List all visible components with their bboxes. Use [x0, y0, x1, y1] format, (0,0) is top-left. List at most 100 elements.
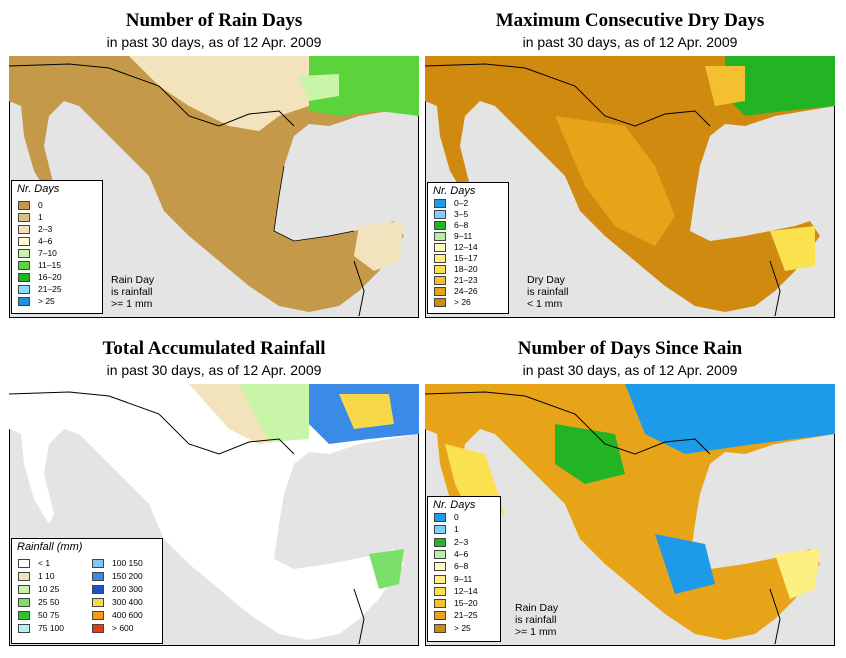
- legend-label: 18–20: [454, 264, 478, 274]
- legend-label: 9–11: [454, 573, 473, 584]
- legend-label: 400 600: [112, 610, 143, 620]
- note-line: is rainfall: [111, 286, 153, 298]
- legend-label: 24–26: [454, 286, 478, 296]
- legend-label: 21–25: [454, 610, 478, 621]
- legend-swatch: [18, 213, 30, 222]
- legend-label: 0: [38, 200, 43, 210]
- panel-subtitle: in past 30 days, as of 12 Apr. 2009: [106, 34, 322, 50]
- panel-total-rain: Total Accumulated Rainfall in past 30 da…: [9, 338, 419, 658]
- legend-swatch: [434, 549, 446, 559]
- legend-since-rain: Nr. Days 0 1 2–3 4–6 6–8 9–11 12–14 15–20 21–25 >…: [427, 496, 501, 642]
- legend-label: 4–6: [38, 236, 53, 246]
- legend-label: 1: [454, 524, 459, 535]
- legend-label: 3–5: [454, 209, 469, 219]
- legend-swatch: [18, 585, 30, 594]
- legend-total-rain: Rainfall (mm) < 1 1 10 10 25 25 50 50 75 75 1…: [11, 538, 163, 644]
- legend-swatch: [434, 623, 446, 633]
- legend-swatch: [18, 285, 30, 294]
- legend-label: 150 200: [112, 571, 143, 581]
- panel-title: Number of Days Since Rain: [517, 338, 743, 359]
- legend-label: 11–15: [38, 260, 62, 270]
- legend-label: > 25: [454, 622, 471, 633]
- legend-label: < 1: [38, 558, 51, 568]
- panel-title: Number of Rain Days: [125, 10, 303, 31]
- legend-rain-days: Nr. Days 0 1 2–3 4–6 7–10 11–15 16–20 21–25 > 25: [11, 180, 103, 314]
- legend-label: 50 75: [38, 610, 60, 620]
- legend-label: 12–14: [454, 585, 478, 596]
- legend-label: 9–11: [454, 231, 473, 241]
- legend-swatch: [434, 537, 446, 547]
- legend-swatch: [434, 599, 446, 609]
- legend-note: Rain Day is rainfall >= 1 mm: [111, 274, 154, 310]
- legend-title: Nr. Days: [433, 185, 476, 197]
- legend-label: 75 100: [38, 623, 64, 633]
- legend-swatch: [18, 201, 30, 210]
- legend-swatch: [18, 249, 30, 258]
- note-line: >= 1 mm: [515, 626, 557, 638]
- legend-swatch: [18, 225, 30, 234]
- legend-label: 25 50: [38, 597, 60, 607]
- legend-swatch: [92, 624, 104, 633]
- legend-swatch: [434, 276, 446, 285]
- note-line: is rainfall: [515, 614, 557, 626]
- note-line: is rainfall: [527, 286, 569, 298]
- legend-swatch: [18, 624, 30, 633]
- legend-label: 0: [454, 512, 459, 522]
- legend-label: 2–3: [38, 224, 53, 234]
- legend-swatch: [92, 611, 104, 620]
- legend-label: 12–14: [454, 242, 478, 252]
- legend-dry-days: Nr. Days 0–2 3–5 6–8 9–11 12–14 15–17 18–20 21–…: [427, 182, 509, 314]
- legend-label: 0–2: [454, 198, 469, 208]
- legend-label: 2–3: [454, 536, 469, 547]
- mexico-map: [9, 56, 419, 318]
- legend-swatch: [18, 572, 30, 581]
- legend-swatch: [92, 572, 104, 581]
- legend-swatch: [92, 585, 104, 594]
- note-line: Dry Day: [527, 274, 565, 286]
- legend-label: 100 150: [112, 558, 143, 568]
- legend-label: 16–20: [38, 272, 62, 282]
- map-rain-days: [9, 56, 419, 318]
- legend-swatch: [434, 298, 446, 307]
- legend-swatch: [18, 273, 30, 282]
- legend-label: 10 25: [38, 584, 60, 594]
- legend-note: Dry Day is rainfall < 1 mm: [527, 274, 568, 310]
- legend-title: Nr. Days: [433, 499, 476, 511]
- legend-label: 15–17: [454, 253, 478, 263]
- panel-title: Maximum Consecutive Dry Days: [495, 10, 765, 31]
- panel-since-rain: Number of Days Since Rain in past 30 day…: [425, 338, 835, 658]
- panel-dry-days: Maximum Consecutive Dry Days in past 30 …: [425, 10, 835, 330]
- legend-swatch: [434, 586, 446, 596]
- legend-label: 300 400: [112, 597, 143, 607]
- legend-swatch: [434, 513, 446, 522]
- legend-swatch: [434, 611, 446, 621]
- legend-label: 7–10: [38, 248, 57, 258]
- legend-swatch: [18, 237, 30, 246]
- legend-label: > 26: [454, 297, 471, 307]
- legend-label: 21–23: [454, 275, 478, 285]
- legend-swatch: [18, 611, 30, 620]
- legend-title: Nr. Days: [17, 183, 60, 195]
- legend-swatch: [18, 297, 30, 306]
- legend-swatch: [434, 574, 446, 584]
- legend-swatch: [434, 525, 446, 535]
- legend-swatch: [434, 210, 446, 219]
- note-line: < 1 mm: [527, 298, 563, 310]
- legend-label: > 25: [38, 296, 55, 306]
- panel-subtitle: in past 30 days, as of 12 Apr. 2009: [522, 34, 738, 50]
- panel-rain-days: Number of Rain Days in past 30 days, as …: [9, 10, 419, 330]
- legend-swatch: [434, 254, 446, 263]
- legend-swatch: [92, 598, 104, 607]
- legend-label: 1 10: [38, 571, 55, 581]
- legend-swatch: [434, 199, 446, 208]
- legend-label: > 600: [112, 623, 134, 633]
- legend-swatch: [434, 265, 446, 274]
- legend-swatch: [434, 562, 446, 572]
- legend-swatch: [434, 287, 446, 296]
- legend-label: 4–6: [454, 548, 469, 559]
- panel-title: Total Accumulated Rainfall: [102, 338, 326, 359]
- note-line: >= 1 mm: [111, 298, 153, 310]
- legend-note: Rain Day is rainfall >= 1 mm: [515, 602, 558, 638]
- legend-label: 200 300: [112, 584, 143, 594]
- legend-title: Rainfall (mm): [17, 541, 83, 553]
